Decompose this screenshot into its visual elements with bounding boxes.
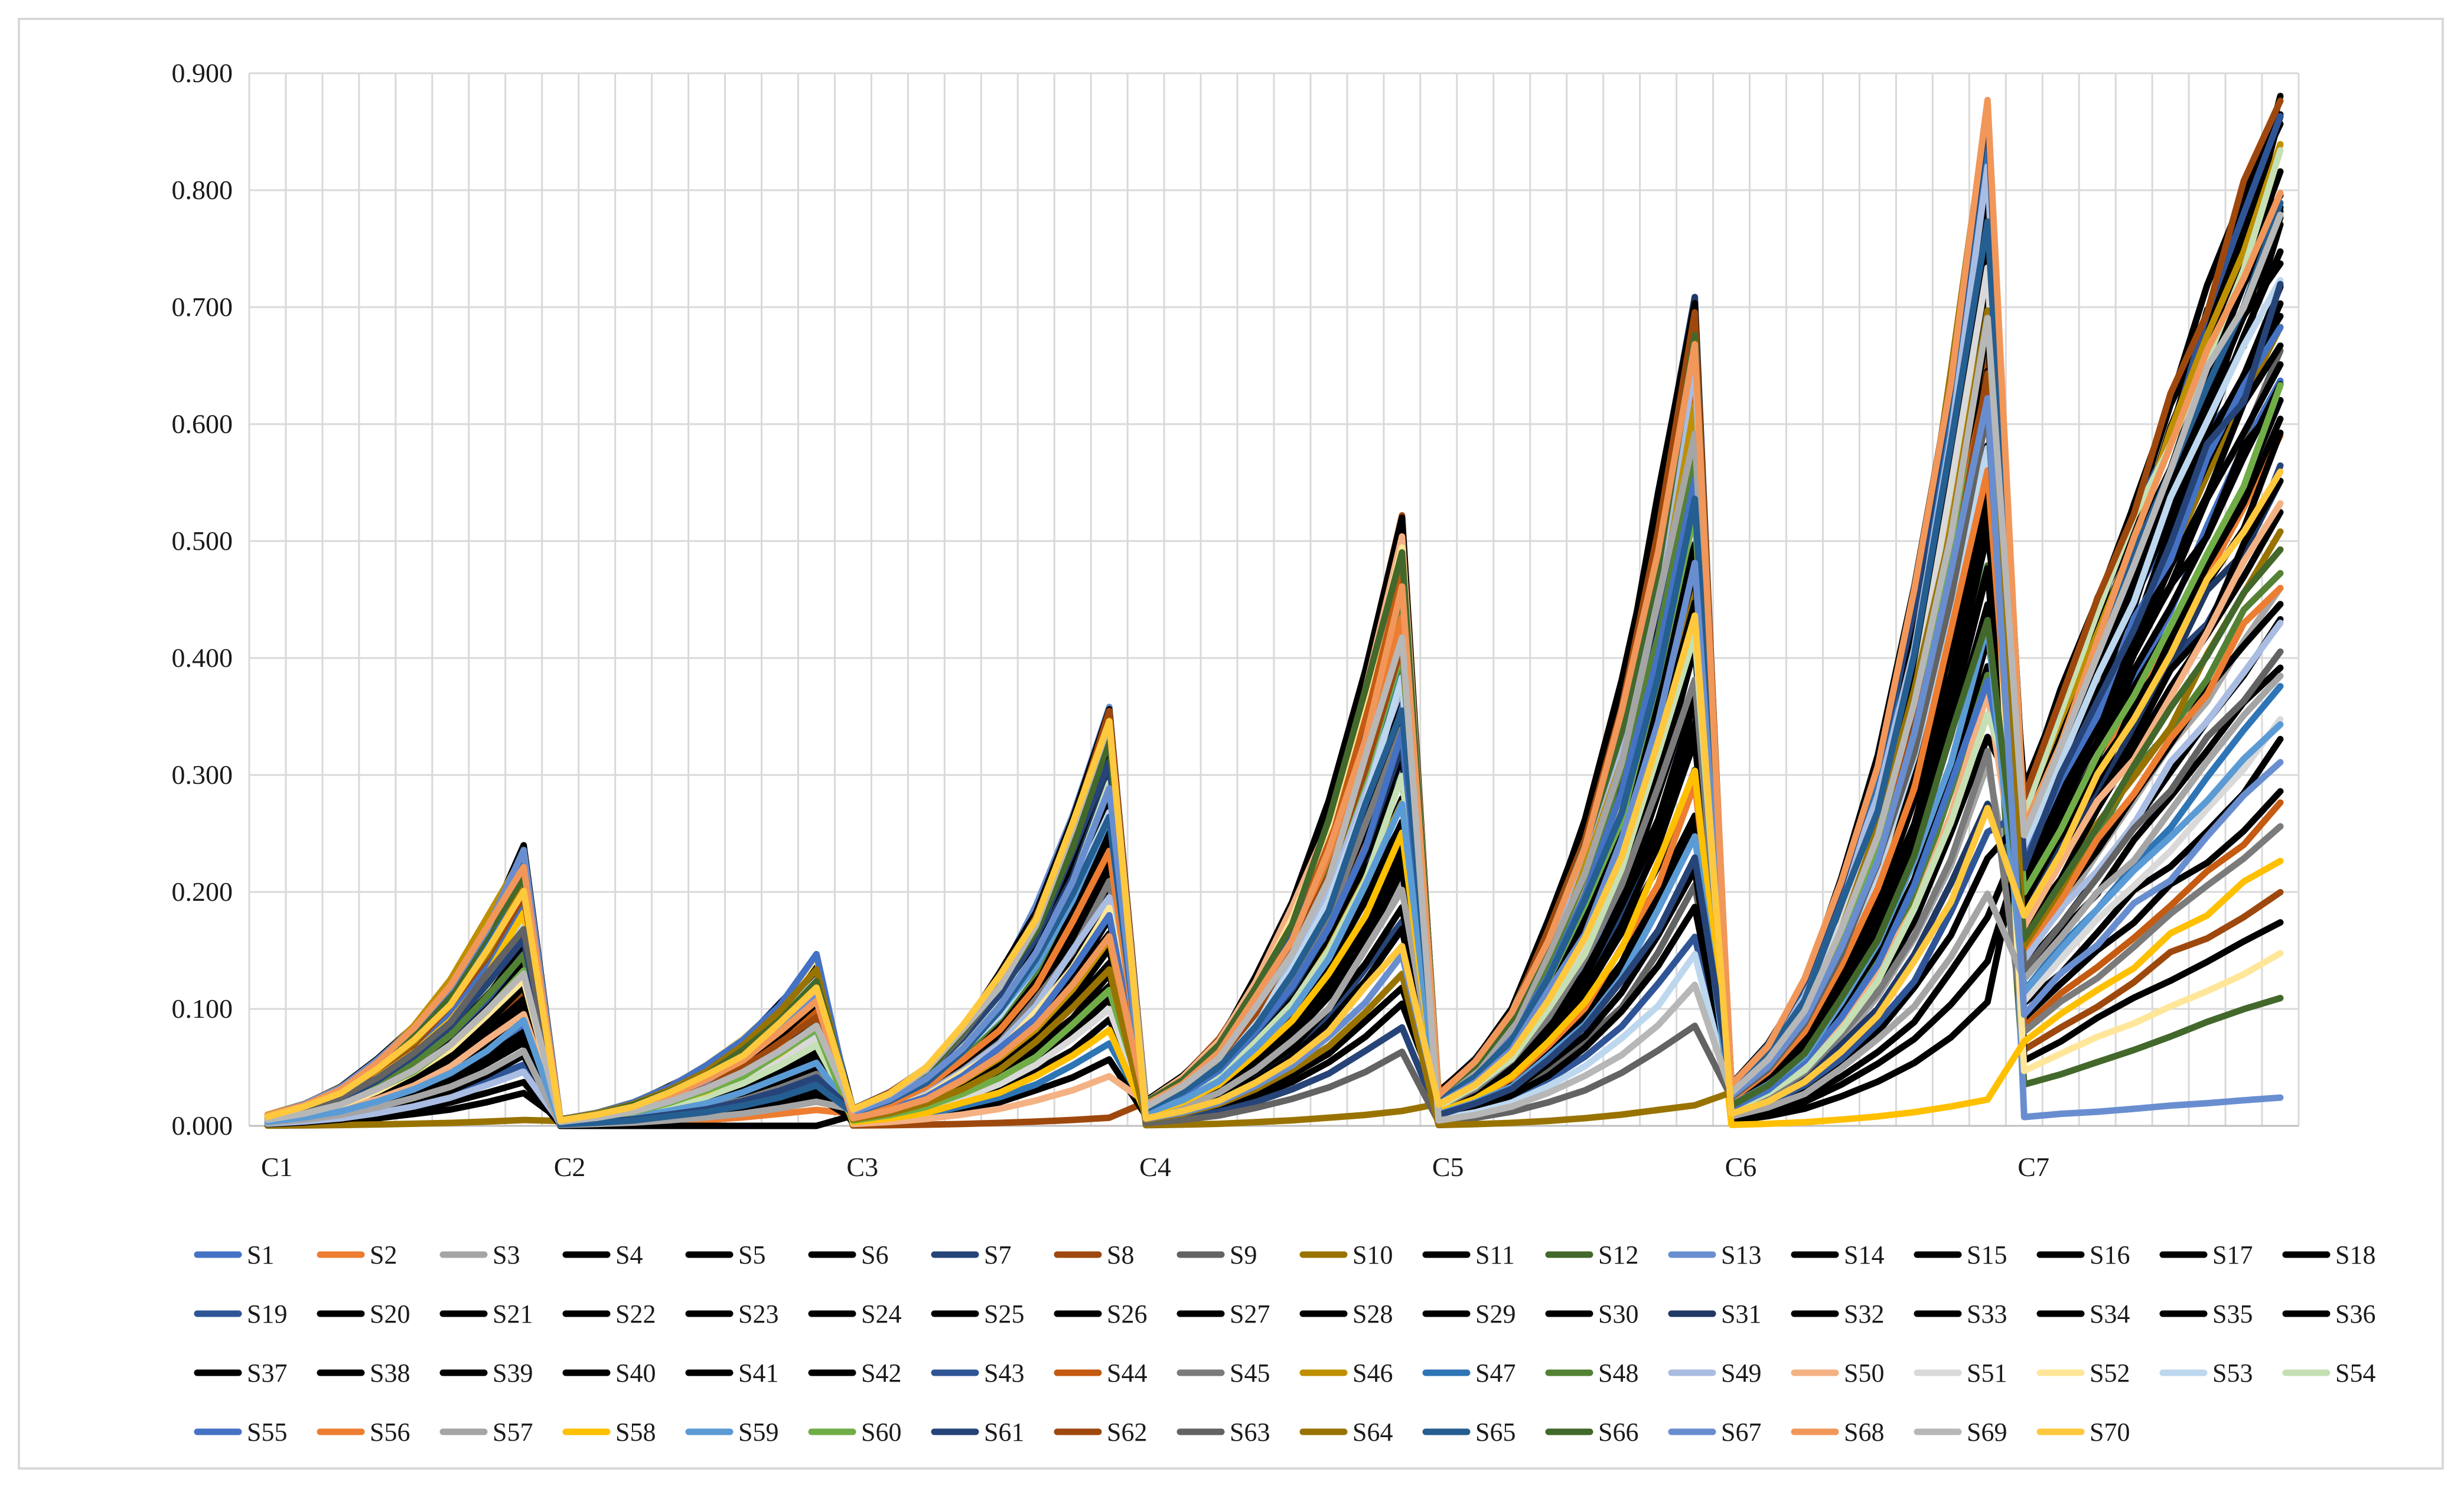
legend-label: S56 bbox=[370, 1418, 410, 1447]
legend-label: S54 bbox=[2335, 1359, 2375, 1388]
legend-label: S17 bbox=[2212, 1240, 2253, 1269]
legend-label: S60 bbox=[861, 1418, 901, 1447]
chart-frame: 0.000 0.100 0.200 0.300 0.400 0.500 0.600 0.700… bbox=[18, 18, 2444, 1470]
legend-label: S33 bbox=[1967, 1300, 2007, 1328]
legend-label: S29 bbox=[1475, 1300, 1515, 1328]
legend: S1 S2 S3 S4 S5 S6 S7 S8 S9 S10 S11 S12 S13 S14 S15 S16 S… bbox=[194, 1240, 2375, 1447]
legend-label: S18 bbox=[2335, 1240, 2375, 1269]
legend-label: S41 bbox=[738, 1359, 778, 1388]
legend-label: S19 bbox=[247, 1300, 287, 1328]
x-tick-label: C5 bbox=[1432, 1152, 1464, 1182]
legend-label: S1 bbox=[247, 1240, 274, 1269]
x-tick-label: C1 bbox=[261, 1152, 293, 1182]
legend-label: S46 bbox=[1352, 1359, 1393, 1388]
y-tick-label: 0.900 bbox=[172, 58, 233, 88]
legend-label: S53 bbox=[2212, 1359, 2253, 1388]
legend-label: S68 bbox=[1844, 1418, 1884, 1447]
legend-label: S12 bbox=[1598, 1240, 1638, 1269]
x-tick-label: C2 bbox=[554, 1152, 586, 1182]
line-chart: 0.000 0.100 0.200 0.300 0.400 0.500 0.600 0.700… bbox=[172, 58, 2376, 1447]
legend-label: S64 bbox=[1352, 1418, 1393, 1447]
legend-label: S28 bbox=[1352, 1300, 1393, 1328]
legend-label: S30 bbox=[1598, 1300, 1638, 1328]
series-lines bbox=[264, 93, 2284, 1129]
legend-label: S38 bbox=[370, 1359, 410, 1388]
legend-label: S51 bbox=[1967, 1359, 2007, 1388]
legend-label: S65 bbox=[1475, 1418, 1515, 1447]
legend-label: S21 bbox=[493, 1300, 533, 1328]
legend-label: S20 bbox=[370, 1300, 410, 1328]
legend-label: S14 bbox=[1844, 1240, 1884, 1269]
legend-label: S3 bbox=[493, 1240, 520, 1269]
legend-label: S24 bbox=[861, 1300, 901, 1328]
legend-label: S6 bbox=[861, 1240, 888, 1269]
y-tick-label: 0.700 bbox=[172, 292, 233, 322]
legend-label: S70 bbox=[2090, 1418, 2130, 1447]
y-tick-label: 0.000 bbox=[172, 1111, 233, 1141]
legend-label: S37 bbox=[247, 1359, 287, 1388]
legend-label: S40 bbox=[615, 1359, 656, 1388]
legend-label: S43 bbox=[984, 1359, 1024, 1388]
series-line-s70 bbox=[264, 468, 2284, 1124]
legend-label: S47 bbox=[1475, 1359, 1515, 1388]
legend-label: S34 bbox=[2090, 1300, 2130, 1328]
legend-label: S5 bbox=[738, 1240, 765, 1269]
legend-label: S61 bbox=[984, 1418, 1024, 1447]
y-tick-label: 0.100 bbox=[172, 994, 233, 1024]
legend-label: S10 bbox=[1352, 1240, 1393, 1269]
series-line-s69 bbox=[264, 211, 2284, 1125]
legend-label: S25 bbox=[984, 1300, 1024, 1328]
legend-label: S48 bbox=[1598, 1359, 1638, 1388]
legend-label: S31 bbox=[1721, 1300, 1761, 1328]
x-tick-label: C6 bbox=[1725, 1152, 1757, 1182]
legend-label: S32 bbox=[1844, 1300, 1884, 1328]
legend-label: S9 bbox=[1230, 1240, 1257, 1269]
legend-label: S13 bbox=[1721, 1240, 1761, 1269]
y-tick-label: 0.600 bbox=[172, 409, 233, 439]
legend-label: S49 bbox=[1721, 1359, 1761, 1388]
legend-label: S8 bbox=[1107, 1240, 1134, 1269]
y-tick-label: 0.500 bbox=[172, 526, 233, 556]
y-tick-label: 0.400 bbox=[172, 643, 233, 673]
legend-label: S26 bbox=[1107, 1300, 1147, 1328]
legend-label: S58 bbox=[615, 1418, 656, 1447]
series-line-s65 bbox=[264, 200, 2284, 1128]
legend-label: S23 bbox=[738, 1300, 778, 1328]
legend-label: S36 bbox=[2335, 1300, 2375, 1328]
legend-label: S15 bbox=[1967, 1240, 2007, 1269]
legend-label: S66 bbox=[1598, 1418, 1638, 1447]
y-tick-label: 0.800 bbox=[172, 175, 233, 205]
legend-label: S27 bbox=[1230, 1300, 1270, 1328]
legend-label: S4 bbox=[615, 1240, 643, 1269]
legend-label: S59 bbox=[738, 1418, 778, 1447]
legend-label: S44 bbox=[1107, 1359, 1147, 1388]
axes: 0.000 0.100 0.200 0.300 0.400 0.500 0.600 0.700… bbox=[172, 58, 2049, 1182]
legend-label: S16 bbox=[2090, 1240, 2130, 1269]
legend-label: S35 bbox=[2212, 1300, 2253, 1328]
y-tick-label: 0.200 bbox=[172, 877, 233, 907]
legend-label: S7 bbox=[984, 1240, 1011, 1269]
legend-label: S45 bbox=[1230, 1359, 1270, 1388]
x-tick-label: C3 bbox=[846, 1152, 878, 1182]
legend-label: S52 bbox=[2090, 1359, 2130, 1388]
legend-label: S50 bbox=[1844, 1359, 1884, 1388]
legend-label: S63 bbox=[1230, 1418, 1270, 1447]
x-tick-label: C4 bbox=[1139, 1152, 1171, 1182]
legend-label: S57 bbox=[493, 1418, 533, 1447]
legend-label: S39 bbox=[493, 1359, 533, 1388]
legend-label: S22 bbox=[615, 1300, 656, 1328]
legend-label: S2 bbox=[370, 1240, 397, 1269]
y-tick-label: 0.300 bbox=[172, 760, 233, 790]
legend-label: S42 bbox=[861, 1359, 901, 1388]
legend-label: S55 bbox=[247, 1418, 287, 1447]
legend-label: S11 bbox=[1475, 1240, 1515, 1269]
legend-label: S69 bbox=[1967, 1418, 2007, 1447]
x-tick-label: C7 bbox=[2018, 1152, 2049, 1182]
legend-label: S62 bbox=[1107, 1418, 1147, 1447]
legend-label: S67 bbox=[1721, 1418, 1761, 1447]
